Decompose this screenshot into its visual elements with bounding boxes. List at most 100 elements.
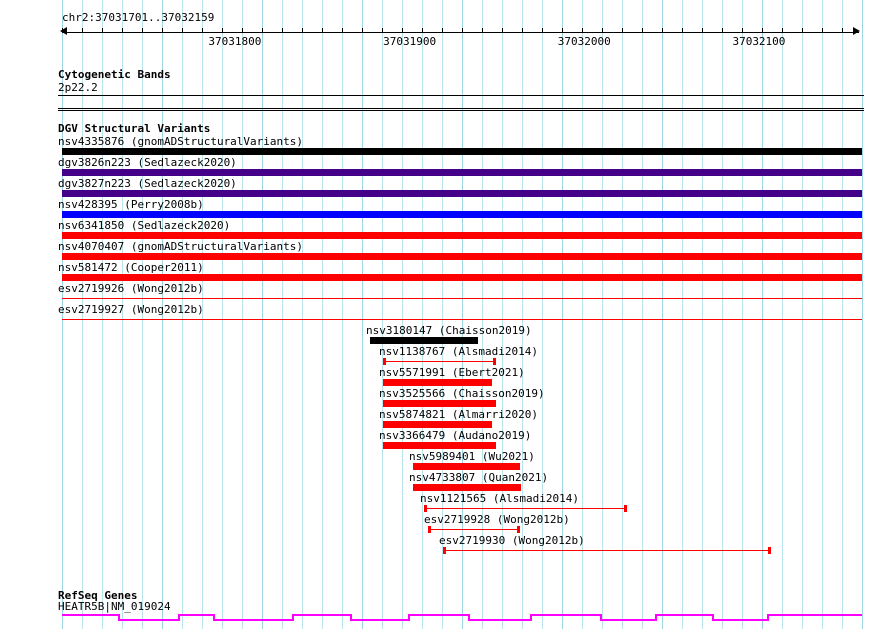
section-title-dgv-structural-variants: DGV Structural Variants [58, 122, 211, 135]
dgv-variant-bar[interactable] [62, 319, 862, 320]
dgv-variant-label: esv2719927 (Wong2012b) [58, 303, 204, 316]
axis-tick [62, 28, 63, 33]
axis-tick [442, 28, 443, 33]
gene-exon-segment[interactable] [292, 614, 350, 616]
axis-tick [482, 28, 483, 33]
dgv-variant-label: nsv4335876 (gnomADStructuralVariants) [58, 135, 304, 148]
axis-tick [262, 28, 263, 33]
dgv-variant-label: esv2719926 (Wong2012b) [58, 282, 204, 295]
dgv-variant-bar[interactable] [62, 148, 862, 155]
dgv-variant-cap-start [428, 526, 431, 533]
dgv-variant-bar[interactable] [62, 190, 862, 197]
dgv-variant-bar[interactable] [413, 463, 520, 470]
dgv-variant-label: dgv3827n223 (Sedlazeck2020) [58, 177, 237, 190]
dgv-variant-cap-end [624, 505, 627, 512]
axis-tick [542, 28, 543, 33]
dgv-variant-bar[interactable] [383, 442, 496, 449]
axis-tick [662, 28, 663, 33]
dgv-variant-label: dgv3826n223 (Sedlazeck2020) [58, 156, 237, 169]
dgv-variant-bar[interactable] [413, 484, 521, 491]
axis-tick [842, 28, 843, 33]
gene-exon-segment[interactable] [468, 619, 530, 621]
gene-exon-segment[interactable] [118, 619, 178, 621]
axis-tick [382, 28, 383, 33]
dgv-variant-line[interactable] [443, 550, 771, 551]
dgv-variant-line[interactable] [428, 529, 520, 530]
dgv-variant-bar[interactable] [62, 298, 862, 299]
axis-tick [622, 28, 623, 33]
axis-tick [102, 28, 103, 33]
dgv-variant-line[interactable] [424, 508, 627, 509]
cytoband-label: 2p22.2 [58, 81, 98, 94]
axis-tick [502, 28, 503, 33]
dgv-variant-bar[interactable] [383, 379, 492, 386]
dgv-variant-bar[interactable] [62, 169, 862, 176]
dgv-variant-label: nsv5874821 (Almarri2020) [379, 408, 538, 421]
gene-exon-segment[interactable] [408, 614, 468, 616]
axis-tick [422, 28, 423, 33]
dgv-variant-bar[interactable] [62, 211, 862, 218]
dgv-variant-bar[interactable] [62, 274, 862, 281]
axis-tick [682, 28, 683, 33]
dgv-variant-label: nsv6341850 (Sedlazeck2020) [58, 219, 231, 232]
dgv-variant-label: nsv4733807 (Quan2021) [409, 471, 549, 484]
dgv-variant-line[interactable] [383, 361, 496, 362]
gene-segment-connector [408, 614, 410, 621]
gene-segment-connector [292, 614, 294, 621]
gene-exon-segment[interactable] [178, 614, 213, 616]
axis-tick-label: 37032100 [732, 35, 786, 48]
axis-tick [322, 28, 323, 33]
axis-tick [122, 28, 123, 33]
axis-arrow-left-icon [60, 27, 67, 35]
dgv-variant-bar[interactable] [62, 253, 862, 260]
dgv-variant-cap-start [424, 505, 427, 512]
axis-tick [702, 28, 703, 33]
axis-tick [242, 28, 243, 33]
axis-tick [522, 28, 523, 33]
axis-tick [302, 28, 303, 33]
axis-tick [162, 28, 163, 33]
axis-tick [282, 28, 283, 33]
dgv-variant-bar[interactable] [62, 232, 862, 239]
axis-tick [822, 28, 823, 33]
gene-exon-segment[interactable] [530, 614, 600, 616]
gene-exon-segment[interactable] [712, 619, 767, 621]
gene-segment-connector [655, 614, 657, 621]
dgv-variant-label: nsv581472 (Cooper2011) [58, 261, 204, 274]
dgv-variant-cap-end [517, 526, 520, 533]
dgv-variant-cap-start [383, 358, 386, 365]
gene-segment-connector [178, 614, 180, 621]
axis-tick-label: 37032000 [557, 35, 611, 48]
axis-tick [402, 28, 403, 33]
dgv-variant-label: esv2719930 (Wong2012b) [439, 534, 585, 547]
axis-tick [222, 28, 223, 33]
dgv-variant-cap-end [493, 358, 496, 365]
gene-exon-segment[interactable] [350, 619, 408, 621]
dgv-variant-label: nsv5989401 (Wu2021) [409, 450, 535, 463]
gene-exon-segment[interactable] [600, 619, 655, 621]
gene-track[interactable]: HEATR5B|NM_019024 [0, 600, 890, 629]
axis-tick [202, 28, 203, 33]
locus-label: chr2:37031701..37032159 [62, 11, 215, 24]
axis-tick [782, 28, 783, 33]
gene-segment-connector [530, 614, 532, 621]
gene-exon-segment[interactable] [62, 614, 118, 616]
axis-tick [462, 28, 463, 33]
gene-exon-segment[interactable] [213, 619, 292, 621]
dgv-variant-cap-end [768, 547, 771, 554]
dgv-variant-bar[interactable] [383, 400, 496, 407]
gene-exon-segment[interactable] [767, 614, 862, 616]
axis-arrow-right-icon [853, 27, 860, 35]
dgv-variant-bar[interactable] [383, 421, 492, 428]
axis-line [62, 32, 859, 33]
gene-label-heatr5b: HEATR5B|NM_019024 [58, 600, 171, 613]
section-title-refseq-genes: RefSeq Genes [58, 589, 138, 602]
dgv-variant-bar[interactable] [370, 337, 478, 344]
dgv-variant-label: nsv5571991 (Ebert2021) [379, 366, 525, 379]
axis-tick [342, 28, 343, 33]
dgv-variant-label: nsv1138767 (Alsmadi2014) [379, 345, 538, 358]
gene-exon-segment[interactable] [655, 614, 712, 616]
axis-tick [722, 28, 723, 33]
